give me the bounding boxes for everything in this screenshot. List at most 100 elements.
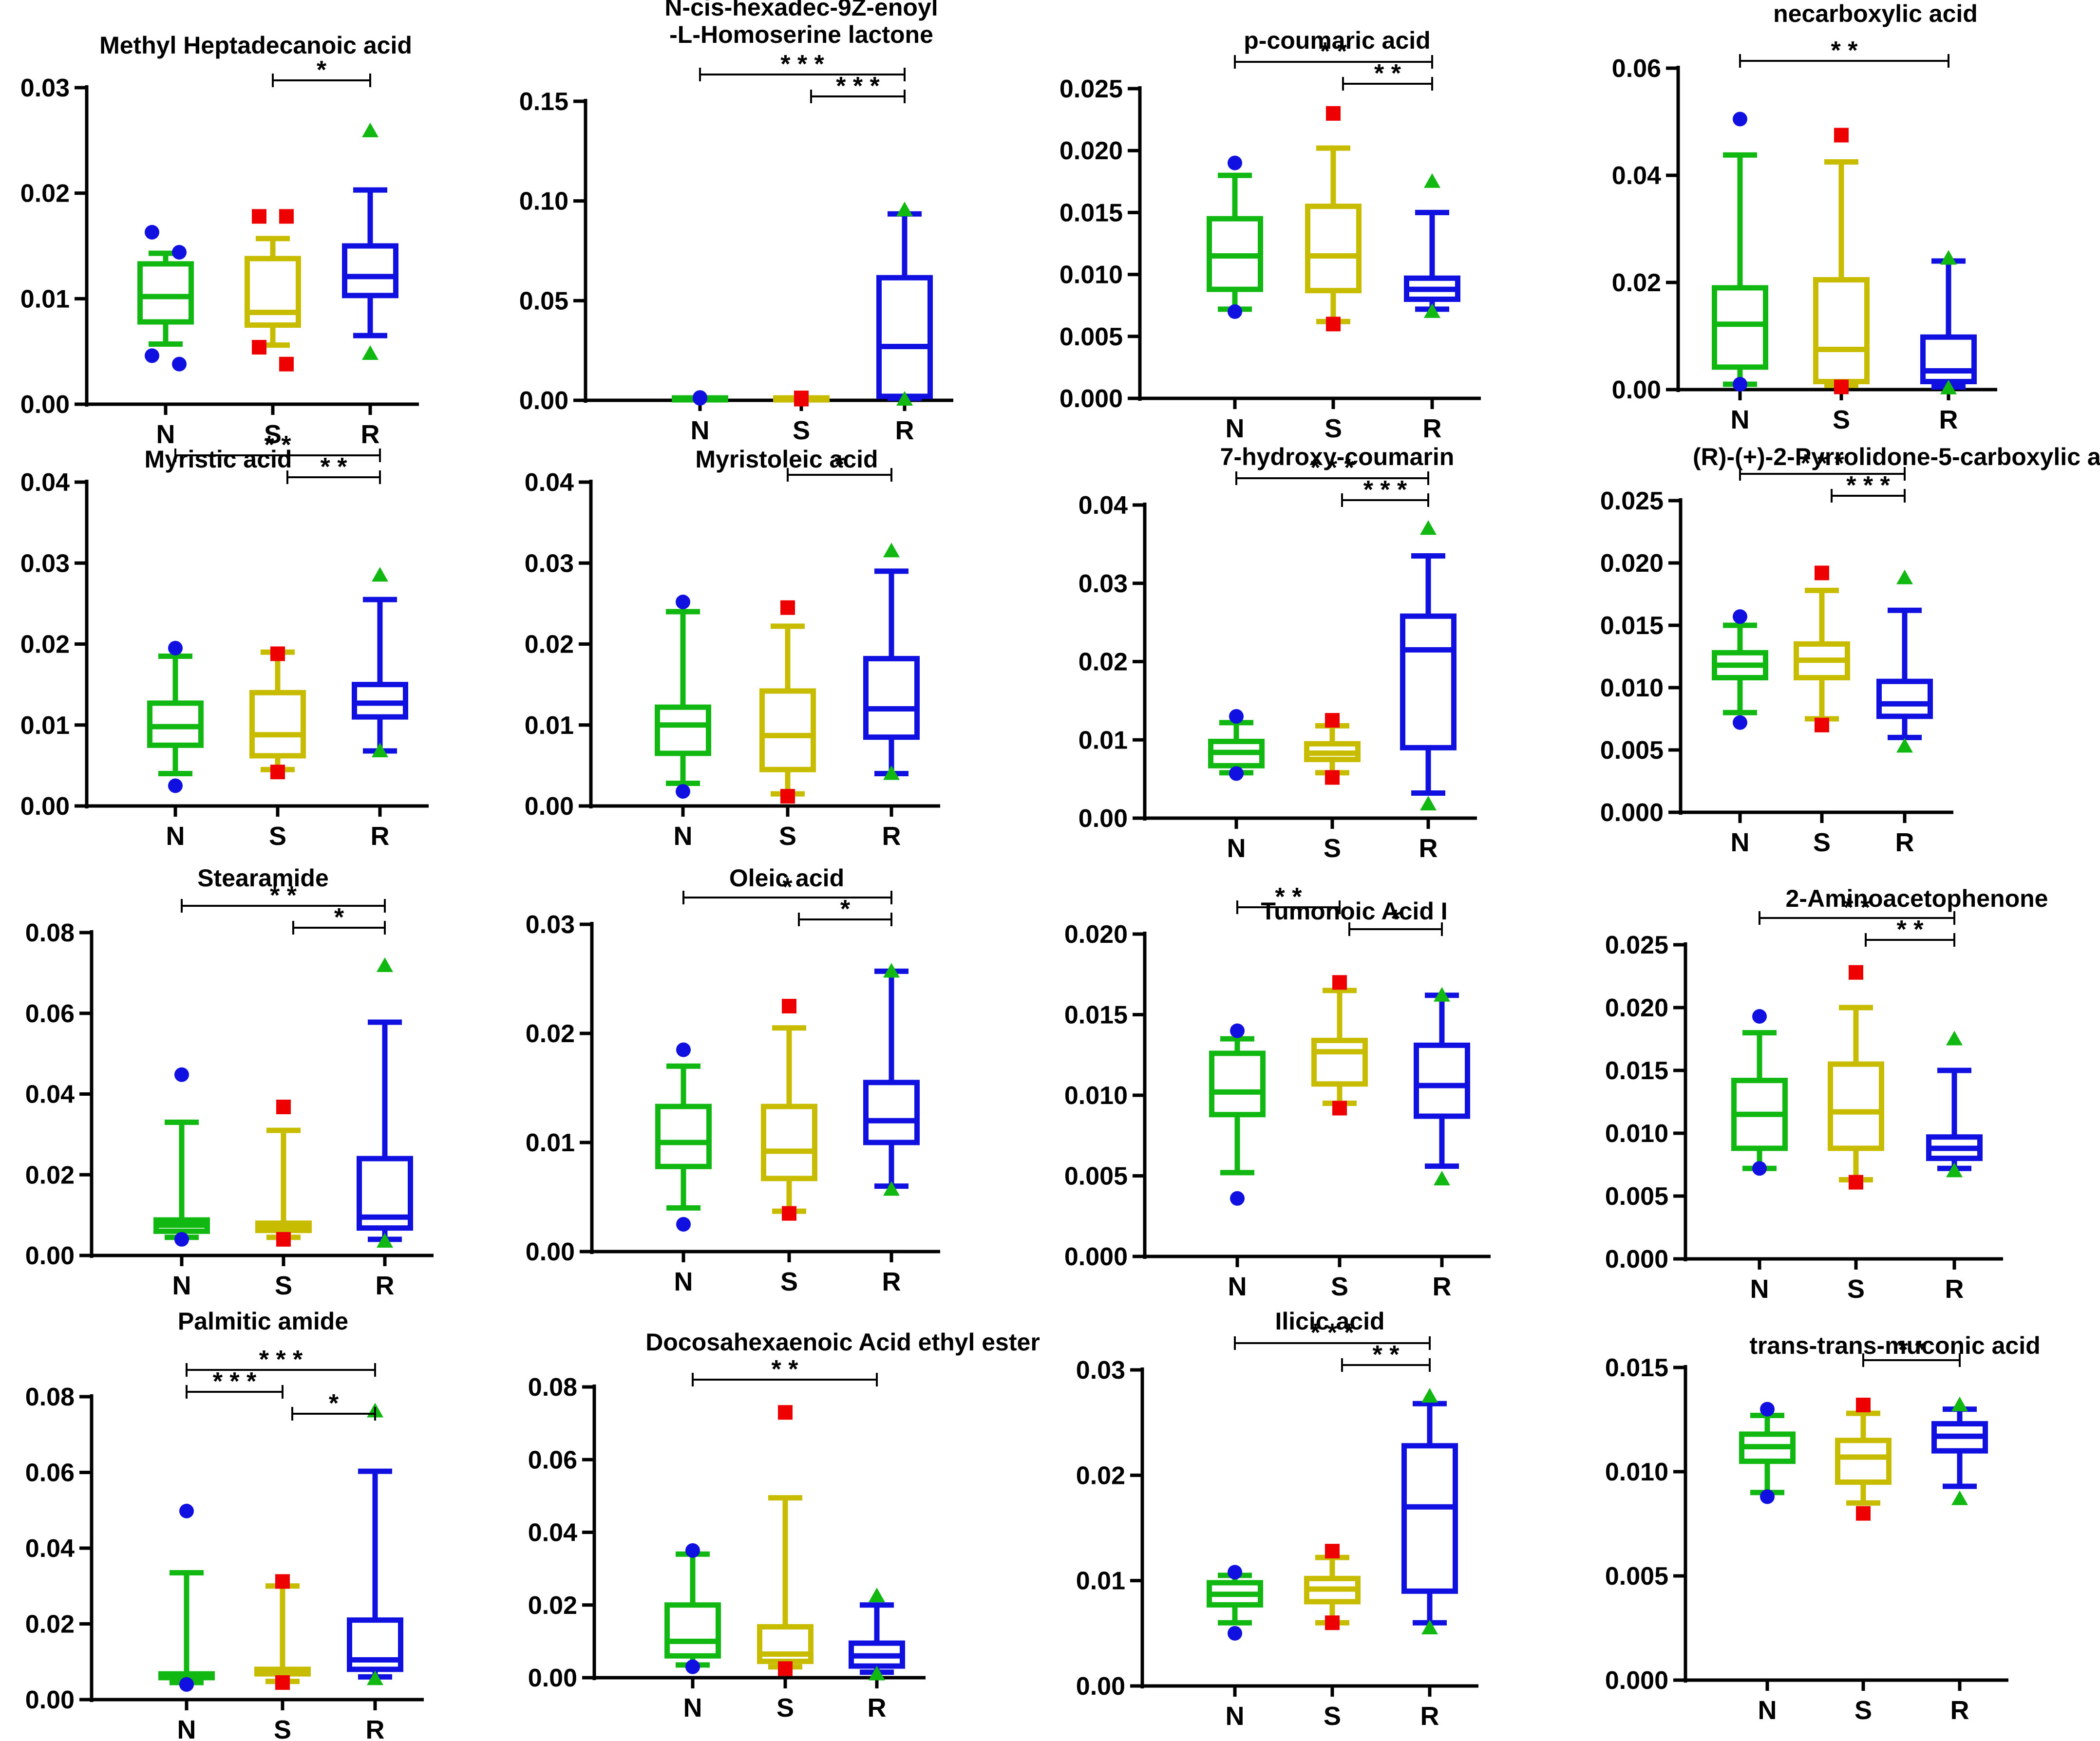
outlier-point-n [1228,1565,1242,1580]
x-category-label: R [1950,1696,1969,1725]
outlier-point-r [1434,1171,1450,1186]
panel-title: Tumonoic Acid I [1261,898,1447,925]
outlier-point-n [179,1503,194,1518]
outlier-point-s [778,1661,793,1676]
x-category-label: S [1324,414,1342,443]
outlier-point-n [174,1232,189,1247]
outlier-point-s [1856,1506,1871,1521]
box-iqr [1400,613,1457,750]
outlier-point-s [1849,1175,1863,1190]
y-tick-label: 0.01 [526,1129,575,1157]
outlier-point-s [1834,379,1849,394]
y-tick-label: 0.02 [1078,648,1128,676]
panel-title: necarboxylic acid [1773,0,1978,27]
outlier-point-s [270,765,285,780]
outlier-point-r [1946,1030,1963,1046]
y-tick-label: 0.08 [528,1373,577,1402]
outlier-point-n [179,1677,194,1692]
y-tick-label: 0.04 [25,1535,75,1563]
y-tick-label: 0.010 [1600,674,1664,702]
box-S [255,1127,312,1240]
x-category-label: S [269,822,286,851]
outlier-point-s [270,646,285,661]
y-tick-label: 0.00 [25,1686,75,1714]
y-tick-label: 0.005 [1605,1562,1668,1591]
box-R [342,187,398,338]
significance-label: * [782,873,793,901]
box-iqr [1835,1438,1892,1485]
outlier-point-n [172,356,187,372]
x-category-label: R [1939,405,1958,434]
y-tick-label: 0.02 [20,180,70,208]
box-R [1931,1406,1988,1489]
x-category-label: S [779,822,796,851]
box-iqr [1828,1061,1884,1151]
y-tick-label: 0.005 [1059,323,1123,351]
significance-label: * * * [780,50,824,78]
box-R [1920,258,1977,390]
significance-label: * * [1374,59,1401,88]
x-category-label: N [1758,1696,1777,1725]
x-category-label: S [776,1693,794,1722]
outlier-point-n [1760,1402,1775,1417]
x-category-label: R [366,1715,385,1741]
outlier-point-r [883,963,900,978]
boxplot-panel: Methyl Heptadecanoic acid 0.00 0.01 0.02 0.0… [20,32,419,449]
y-tick-label: 0.01 [20,285,70,313]
y-tick-label: 0.02 [526,1020,575,1048]
x-category-label: N [177,1715,196,1741]
box-S [1311,988,1368,1106]
box-R [863,968,920,1189]
boxplot-panel: 1-Aminocyclohexanecarboxylic acid0.000.0… [1612,0,1997,434]
outlier-point-s [1332,975,1347,990]
x-category-label: N [674,1267,693,1296]
x-category-label: S [1324,834,1341,863]
box-iqr [1305,204,1362,294]
x-category-label: N [1226,414,1245,443]
outlier-point-s [1326,317,1341,332]
outlier-point-n [693,391,707,406]
y-tick-label: 0.04 [20,468,70,497]
outlier-point-s [780,789,795,804]
y-tick-label: 0.00 [525,792,574,821]
x-category-label: S [1847,1274,1865,1304]
y-tick-label: 0.02 [1076,1461,1125,1490]
outlier-point-r [372,742,388,757]
significance-label: * * [1275,883,1303,911]
panel-title: 7-hydroxy-coumarin [1220,443,1455,470]
box-N [1739,1412,1796,1496]
y-tick-label: 0.08 [25,919,75,947]
x-category-label: S [1833,405,1850,434]
panel-title: Palmitic amide [178,1308,348,1335]
box-S [1828,1005,1884,1182]
outlier-point-s [1325,713,1340,728]
y-tick-label: 0.02 [1612,269,1661,297]
outlier-point-r [1896,738,1913,753]
outlier-point-r [1951,1397,1968,1412]
y-tick-label: 0.00 [1078,805,1128,833]
outlier-point-n [1229,709,1244,724]
box-S [245,236,301,348]
y-tick-label: 0.03 [525,549,574,578]
y-tick-label: 0.03 [20,74,70,102]
x-category-label: S [264,420,282,449]
x-category-label: R [868,1693,887,1722]
significance-label: * * [1831,37,1858,65]
boxplot-panel: Oleic acid 0.00 0.01 0.02 0.03 N S R * * [526,864,940,1296]
outlier-point-s [1834,128,1849,143]
outlier-point-n [1228,304,1242,319]
y-tick-label: 0.03 [1076,1356,1125,1385]
y-tick-label: 0.02 [25,1161,75,1189]
y-tick-label: 0.15 [519,88,568,116]
box-R [1926,1067,1983,1171]
outlier-point-n [172,245,187,260]
x-category-label: N [691,416,710,445]
y-tick-label: 0.020 [1064,920,1128,949]
boxplot-panel: Docosahexaenoic Acid ethyl ester 0.00 0.02… [528,1329,1040,1722]
panel-title: Oleic acid [729,864,844,892]
box-N [655,1063,712,1211]
outlier-point-n [168,778,183,793]
box-iqr [1920,334,1977,385]
box-iqr [1876,678,1933,719]
